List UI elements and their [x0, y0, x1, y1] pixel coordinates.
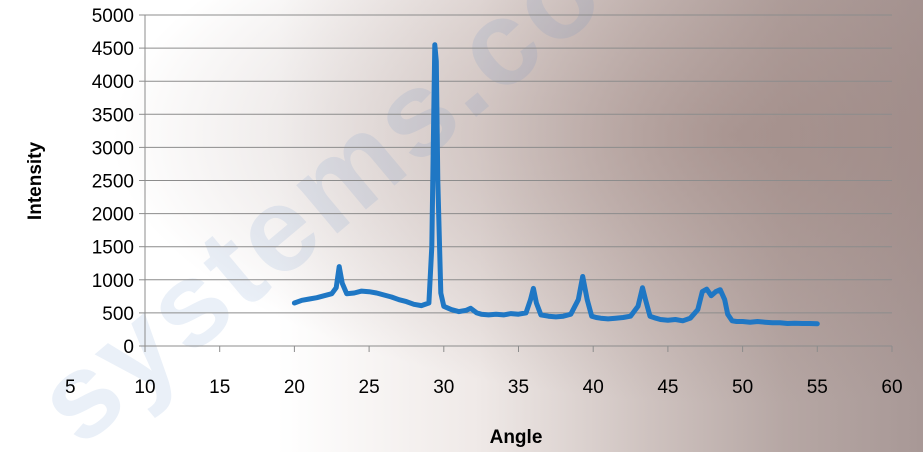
x-tick-label: 60 — [881, 377, 902, 398]
y-tick-label: 500 — [102, 304, 134, 325]
x-tick-label: 50 — [732, 377, 753, 398]
y-tick-label: 2500 — [92, 172, 134, 193]
x-tick-label: 5 — [65, 377, 76, 398]
y-tick-labels: 0 500 1000 1500 2000 2500 3000 3500 4000 4500 5000 — [92, 6, 134, 358]
x-tick-label: 35 — [508, 377, 529, 398]
gridlines — [139, 14, 892, 347]
y-axis-title: Intensity — [25, 142, 46, 221]
x-tick-labels: 5 10 15 20 25 30 35 40 45 50 55 60 — [65, 377, 903, 398]
y-tick-label: 1500 — [92, 238, 134, 259]
y-tick-label: 3000 — [92, 138, 134, 159]
y-tick-label: 0 — [123, 337, 134, 358]
x-tick-label: 20 — [284, 377, 305, 398]
axes — [144, 15, 893, 352]
y-tick-label: 4000 — [92, 72, 134, 93]
y-tick-label: 2000 — [92, 205, 134, 226]
x-tick-label: 45 — [657, 377, 678, 398]
x-tick-label: 30 — [433, 377, 454, 398]
x-tick-label: 40 — [583, 377, 604, 398]
x-tick-label: 25 — [359, 377, 380, 398]
xrd-line-chart: 0 500 1000 1500 2000 2500 3000 3500 4000 4500 5000… — [25, 6, 903, 448]
background-photo — [0, 0, 923, 452]
x-tick-label: 55 — [807, 377, 828, 398]
y-tick-label: 3500 — [92, 105, 134, 126]
x-tick-label: 15 — [209, 377, 230, 398]
y-tick-label: 5000 — [92, 6, 134, 27]
y-tick-label: 1000 — [92, 271, 134, 292]
x-tick-label: 10 — [134, 377, 155, 398]
series-line-intensity — [291, 42, 820, 327]
x-axis-title: Angle — [490, 427, 543, 448]
y-tick-label: 4500 — [92, 39, 134, 60]
